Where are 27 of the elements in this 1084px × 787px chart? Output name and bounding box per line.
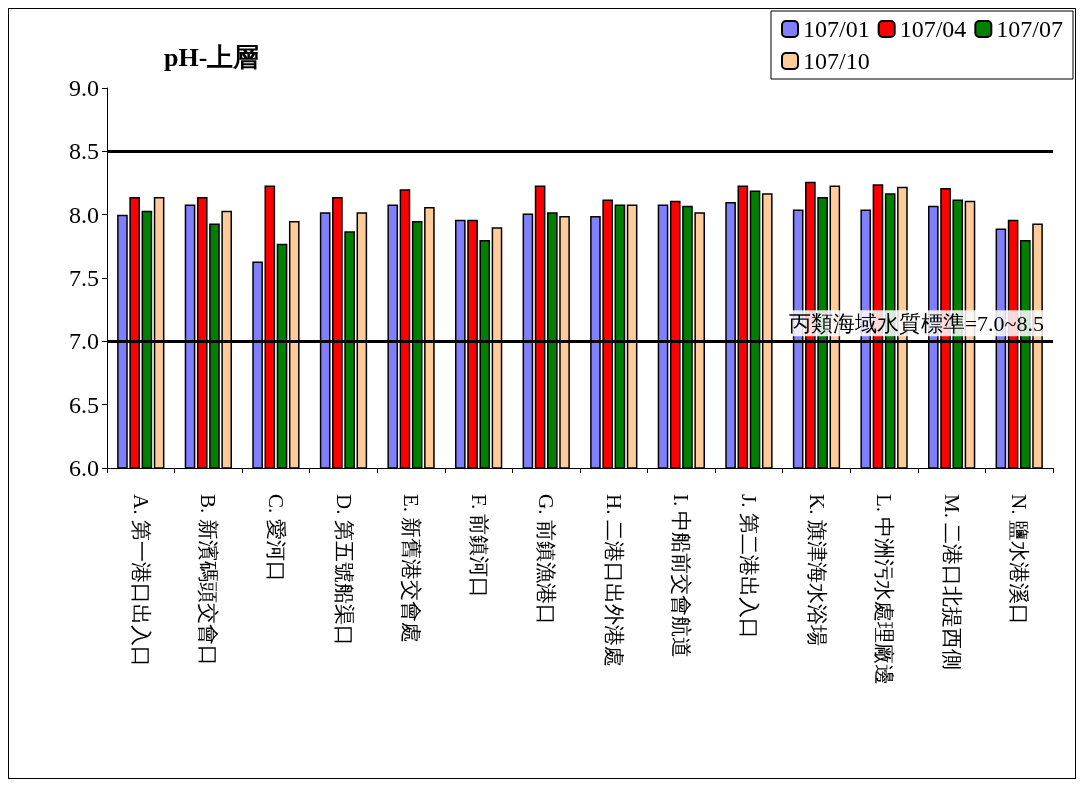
x-tick-label: N. 鹽水港溪口: [1007, 494, 1032, 625]
x-tick-label: D. 第五號船渠口: [331, 494, 356, 646]
legend-label: 107/04: [899, 16, 967, 42]
chart-title: pH-上層: [164, 42, 260, 72]
legend-label: 107/07: [996, 16, 1063, 42]
x-tick-label: L. 中洲污水處理廠邊: [872, 494, 897, 686]
y-tick-label: 6.5: [69, 391, 99, 418]
y-tick-label: 6.0: [69, 455, 99, 481]
y-tick-label: 7.5: [69, 265, 99, 291]
x-tick-label: B. 新濱碼頭交會口: [196, 494, 221, 666]
y-tick-label: 8.5: [69, 138, 99, 165]
legend-label: 107/10: [803, 48, 870, 74]
x-tick-label: H. 二港口出外港處: [601, 494, 626, 667]
x-tick-label: G. 前鎮漁港口: [534, 494, 559, 625]
y-tick-label: 8.0: [69, 201, 99, 228]
x-tick-label: J. 第二港出入口: [736, 494, 761, 639]
x-tick-label: M. 二港口北提西側: [939, 494, 964, 671]
x-tick-label: K. 旗津海水浴場: [804, 494, 829, 646]
x-tick-label: I. 中船前交會航道: [669, 494, 694, 659]
ref-line-label: 丙類海域水質標準=7.0~8.5: [788, 310, 1044, 336]
x-tick-label: F. 前鎮河口: [466, 494, 491, 599]
x-tick-label: A. 第一港口出入口: [128, 494, 153, 667]
y-tick-label: 7.0: [69, 328, 99, 355]
x-tick-label: E. 新舊港交會處: [399, 494, 424, 644]
x-tick-label: C. 愛河口: [263, 494, 288, 582]
legend-label: 107/01: [803, 16, 870, 42]
y-tick-label: 9.0: [69, 75, 99, 101]
